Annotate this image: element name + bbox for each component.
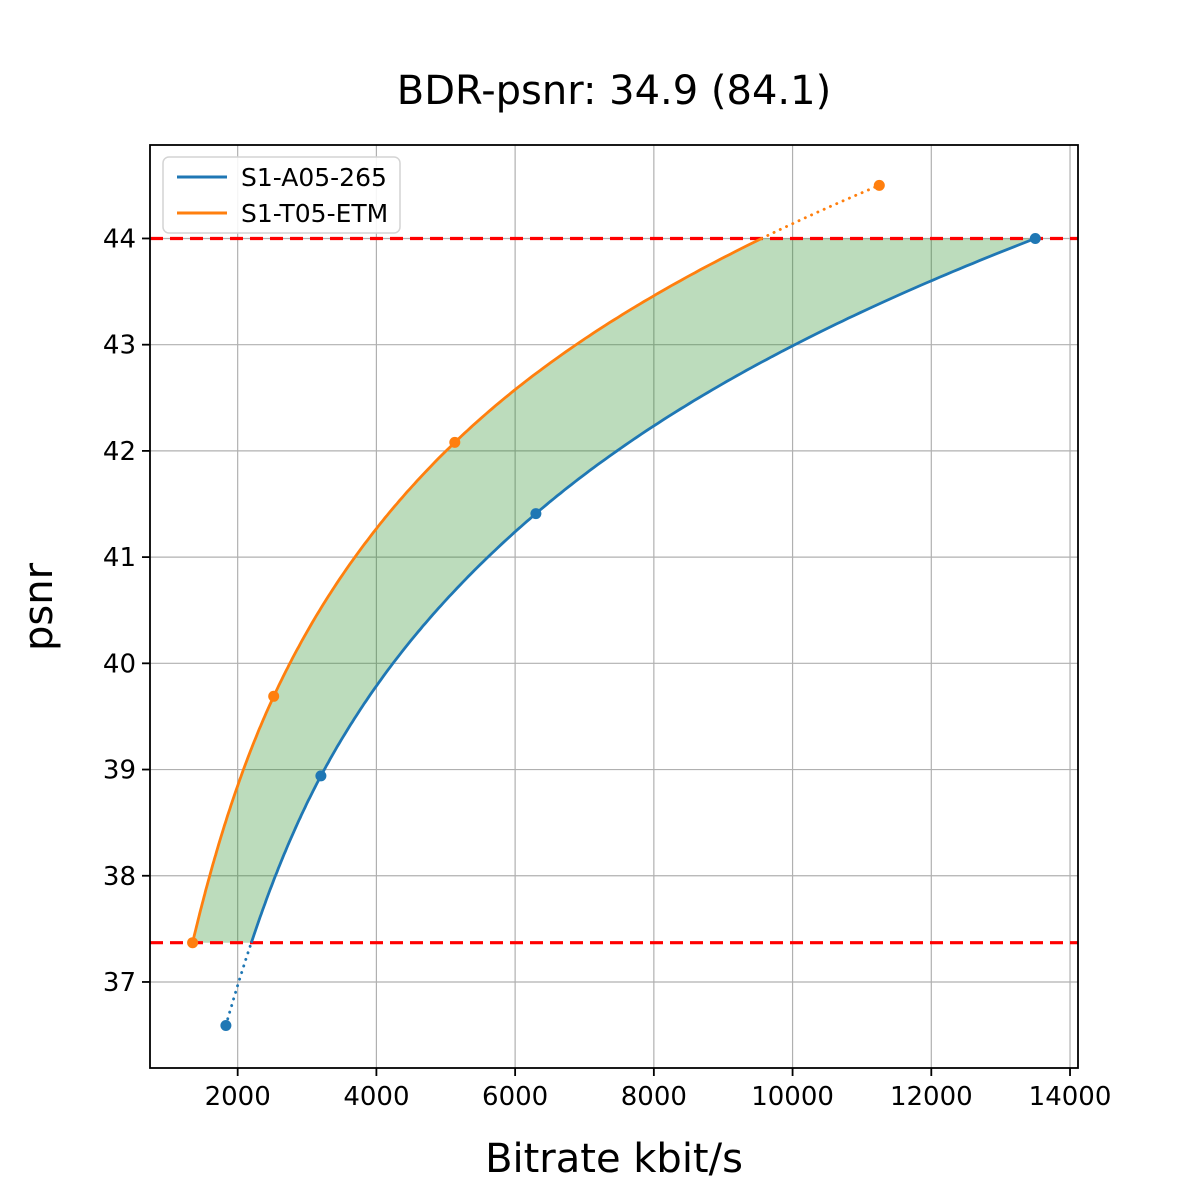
chart-title: BDR-psnr: 34.9 (84.1): [397, 68, 831, 114]
x-tick-label: 14000: [1029, 1082, 1112, 1112]
x-tick-label: 10000: [751, 1082, 834, 1112]
y-tick-label: 42: [103, 437, 136, 467]
data-point-markers: [187, 179, 1041, 1031]
y-tick-label: 39: [103, 756, 136, 786]
x-tick-label: 8000: [621, 1082, 687, 1112]
legend-label-blue: S1-A05-265: [241, 163, 387, 192]
psnr-bound-lines: [150, 236, 1078, 945]
y-tick-label: 44: [103, 224, 136, 254]
blue-curve-solid: [249, 237, 1036, 944]
x-tick-label: 12000: [890, 1082, 973, 1112]
axis-ticks: [142, 237, 1071, 1076]
y-tick-label: 37: [103, 968, 136, 998]
data-point: [1029, 233, 1041, 244]
rd-curves: [191, 183, 1036, 1027]
gridlines: [150, 145, 1078, 1068]
x-axis-label: Bitrate kbit/s: [485, 1136, 743, 1182]
x-tick-label: 6000: [482, 1082, 548, 1112]
data-point: [530, 508, 542, 520]
data-point: [187, 937, 199, 949]
blue-curve-dotted: [224, 941, 253, 1027]
orange-curve-dotted: [760, 183, 881, 240]
data-point: [220, 1020, 232, 1031]
orange-curve-solid: [191, 237, 763, 944]
data-point: [315, 770, 327, 782]
legend: S1-A05-265 S1-T05-ETM: [162, 156, 401, 234]
y-tick-label: 41: [103, 543, 136, 573]
data-point: [449, 436, 461, 448]
x-tick-label: 4000: [343, 1082, 409, 1112]
y-tick-label: 40: [103, 649, 136, 679]
legend-label-orange: S1-T05-ETM: [241, 199, 388, 228]
y-axis-label: psnr: [16, 562, 62, 651]
axis-tick-labels: 2000 4000 6000 8000 10000 12000 14000 37 38 39 40 4…: [103, 224, 1111, 1112]
x-tick-label: 2000: [205, 1082, 271, 1112]
y-tick-label: 43: [103, 331, 136, 361]
y-tick-label: 38: [103, 862, 136, 892]
plot-border: [149, 144, 1079, 1069]
data-point: [873, 179, 885, 191]
data-point: [268, 690, 280, 702]
